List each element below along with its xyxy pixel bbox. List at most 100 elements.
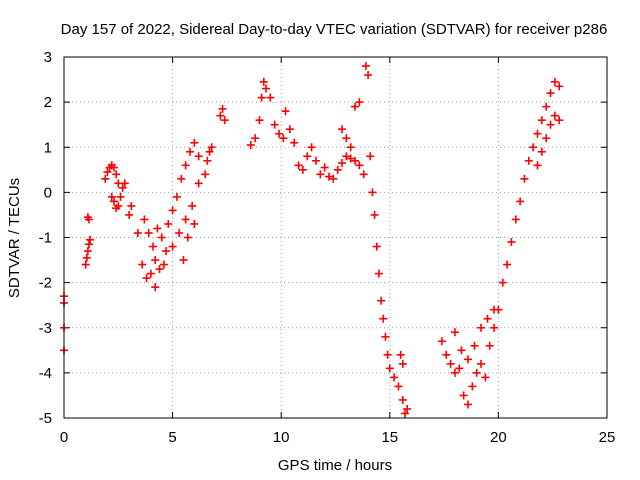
data-point-marker: [175, 228, 184, 237]
data-point-marker: [463, 355, 472, 364]
data-point-marker: [355, 98, 364, 107]
data-point-marker: [133, 228, 142, 237]
data-point-marker: [542, 134, 551, 143]
data-point-marker: [172, 192, 181, 201]
data-point-marker: [84, 240, 93, 249]
data-point-marker: [153, 224, 162, 233]
data-point-marker: [485, 341, 494, 350]
data-point-marker: [351, 156, 360, 165]
data-point-marker: [537, 147, 546, 156]
data-point-marker: [162, 247, 171, 256]
data-point-marker: [516, 197, 525, 206]
y-tick-label: -3: [39, 320, 52, 337]
data-point-marker: [168, 206, 177, 215]
data-point-marker: [490, 323, 499, 332]
data-point-marker: [370, 210, 379, 219]
data-point-marker: [127, 201, 136, 210]
y-axis-label: SDTVAR / TECUs: [6, 178, 23, 298]
data-point-marker: [181, 215, 190, 224]
data-point-marker: [149, 242, 158, 251]
data-point-marker: [374, 269, 383, 278]
y-tick-label: 2: [44, 94, 52, 111]
data-point-marker: [524, 156, 533, 165]
data-point-marker: [201, 170, 210, 179]
data-point-marker: [109, 163, 118, 172]
data-point-marker: [216, 111, 225, 120]
data-point-marker: [81, 260, 90, 269]
data-point-marker: [457, 346, 466, 355]
data-point-marker: [394, 382, 403, 391]
data-point-marker: [383, 350, 392, 359]
x-tick-label: 20: [490, 429, 507, 446]
y-tick-label: 3: [44, 49, 52, 66]
data-point-marker: [109, 197, 118, 206]
grid-lines: [64, 57, 607, 418]
data-point-marker: [550, 111, 559, 120]
data-point-marker: [468, 382, 477, 391]
data-point-marker: [290, 138, 299, 147]
data-point-marker: [361, 62, 370, 71]
data-point-marker: [481, 373, 490, 382]
chart-title: Day 157 of 2022, Sidereal Day-to-day VTE…: [61, 21, 608, 38]
data-point-marker: [385, 364, 394, 373]
data-point-marker: [379, 314, 388, 323]
y-tick-label: 0: [44, 184, 52, 201]
y-tick-label: -4: [39, 365, 52, 382]
data-point-marker: [164, 219, 173, 228]
data-point-marker: [342, 134, 351, 143]
data-point-marker: [546, 120, 555, 129]
data-point-marker: [351, 102, 360, 111]
data-point-marker: [266, 93, 275, 102]
data-point-marker: [285, 125, 294, 134]
data-point-marker: [168, 242, 177, 251]
data-point-marker: [398, 359, 407, 368]
data-point-marker: [498, 278, 507, 287]
data-point-marker: [403, 404, 412, 413]
data-point-marker: [320, 163, 329, 172]
data-point-marker: [546, 89, 555, 98]
data-point-marker: [450, 328, 459, 337]
data-point-marker: [155, 265, 164, 274]
data-point-marker: [381, 332, 390, 341]
data-point-marker: [205, 147, 214, 156]
data-point-marker: [533, 161, 542, 170]
data-point-marker: [281, 107, 290, 116]
data-point-marker: [157, 233, 166, 242]
data-point-marker: [364, 71, 373, 80]
data-point-marker: [463, 400, 472, 409]
data-point-marker: [298, 165, 307, 174]
data-point-marker: [359, 170, 368, 179]
data-point-marker: [529, 143, 538, 152]
data-point-marker: [181, 161, 190, 170]
data-point-marker: [203, 156, 212, 165]
data-point-marker: [151, 256, 160, 265]
data-point-marker: [472, 368, 481, 377]
data-point-marker: [101, 174, 110, 183]
data-point-marker: [177, 174, 186, 183]
data-point-marker: [346, 143, 355, 152]
data-point-marker: [450, 368, 459, 377]
data-point-marker: [144, 228, 153, 237]
data-point-marker: [459, 391, 468, 400]
data-point-marker: [120, 179, 129, 188]
x-tick-label: 15: [381, 429, 398, 446]
data-point-marker: [194, 179, 203, 188]
data-point-marker: [396, 350, 405, 359]
data-point-marker: [251, 134, 260, 143]
y-tick-label: -5: [39, 410, 52, 427]
data-point-marker: [138, 260, 147, 269]
data-point-marker: [151, 283, 160, 292]
data-point-marker: [185, 147, 194, 156]
data-point-marker: [533, 129, 542, 138]
data-point-marker: [311, 156, 320, 165]
data-point-marker: [366, 152, 375, 161]
y-tick-label: -2: [39, 275, 52, 292]
x-axis-label: GPS time / hours: [278, 457, 392, 474]
data-point-marker: [275, 129, 284, 138]
data-points: [60, 62, 564, 418]
data-point-marker: [442, 350, 451, 359]
data-point-marker: [346, 154, 355, 163]
data-point-marker: [446, 359, 455, 368]
data-point-marker: [112, 170, 121, 179]
